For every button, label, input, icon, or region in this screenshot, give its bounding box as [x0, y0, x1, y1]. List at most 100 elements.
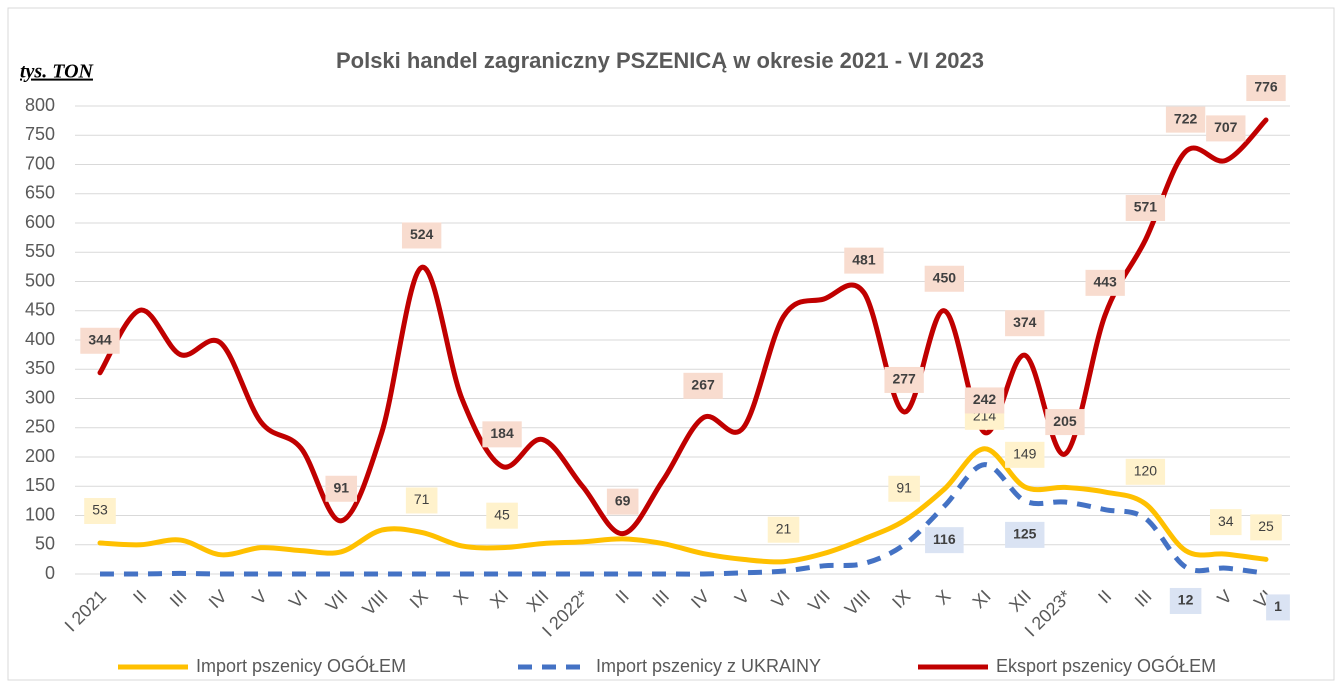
data-label-text: 91: [896, 479, 912, 495]
data-label-box: [925, 527, 964, 554]
data-label-box: [888, 475, 920, 502]
y-tick-label: 800: [25, 95, 55, 115]
data-label-text: 267: [691, 377, 715, 393]
data-label-box: [683, 372, 723, 399]
data-label-text: 1: [1274, 598, 1282, 614]
data-label-box: [1210, 509, 1242, 536]
data-label: 374: [1005, 310, 1045, 337]
data-label-box: [884, 366, 924, 393]
y-tick-label: 200: [25, 446, 55, 466]
data-label: 25: [1250, 514, 1282, 541]
data-label: 722: [1165, 106, 1206, 133]
y-tick-label: 350: [25, 358, 55, 378]
data-label-box: [1125, 194, 1166, 221]
legend-label: Import pszenicy z UKRAINY: [596, 656, 821, 676]
data-label-box: [1085, 269, 1125, 296]
data-label-box: [1125, 458, 1166, 485]
data-label-box: [1005, 521, 1045, 548]
series-line: [99, 462, 1267, 577]
data-label-text: 125: [1013, 526, 1037, 542]
data-label: 443: [1085, 269, 1125, 296]
data-label: 71: [405, 487, 438, 514]
data-label-box: [924, 265, 965, 292]
data-label-box: [1250, 514, 1282, 541]
data-label: 707: [1206, 115, 1246, 142]
data-label-text: 116: [933, 531, 956, 547]
data-label: 184: [482, 421, 522, 448]
data-label-text: 25: [1258, 518, 1274, 534]
data-label: 125: [1005, 521, 1045, 548]
data-label-box: [80, 327, 120, 354]
y-tick-label: 500: [25, 270, 55, 290]
series-line: [97, 446, 1269, 565]
data-label-box: [1005, 310, 1045, 337]
data-label-box: [1266, 594, 1290, 621]
data-label-box: [1246, 75, 1286, 102]
y-tick-label: 250: [25, 417, 55, 437]
data-label: 450: [924, 265, 965, 292]
data-label-text: 707: [1214, 119, 1238, 135]
data-label-text: 34: [1218, 513, 1234, 529]
data-label: 205: [1045, 409, 1085, 436]
data-label: 53: [84, 497, 116, 524]
data-label-text: 21: [776, 520, 792, 536]
y-tick-label: 550: [25, 241, 55, 261]
data-label-text: 374: [1013, 314, 1037, 330]
data-label-box: [482, 421, 522, 448]
data-label-box: [767, 516, 800, 543]
data-label-text: 120: [1134, 463, 1158, 479]
data-label-text: 450: [933, 269, 957, 285]
y-tick-label: 750: [25, 124, 55, 144]
data-label-box: [844, 247, 884, 274]
chart-frame: [7, 7, 1335, 681]
y-tick-label: 400: [25, 329, 55, 349]
y-tick-label: 650: [25, 183, 55, 203]
data-label-text: 776: [1254, 79, 1278, 95]
data-label: 481: [844, 247, 884, 274]
data-label: 34: [1210, 509, 1242, 536]
data-label-text: 277: [892, 371, 916, 387]
y-tick-label: 150: [25, 475, 55, 495]
data-label: 45: [486, 502, 518, 529]
data-label-box: [1169, 587, 1202, 614]
data-label-box: [84, 497, 116, 524]
data-label: 524: [401, 222, 442, 249]
data-label-text: 53: [92, 502, 108, 518]
data-label-box: [486, 502, 518, 529]
y-tick-label: 600: [25, 212, 55, 232]
data-label: 91: [888, 475, 920, 502]
data-label: 1: [1266, 594, 1290, 621]
data-label: 91: [325, 475, 358, 502]
data-label-box: [325, 475, 358, 502]
data-label-box: [405, 487, 438, 514]
data-label-text: 45: [494, 506, 510, 522]
data-label-text: 91: [333, 479, 349, 495]
data-label: 344: [80, 327, 120, 354]
data-label-box: [1206, 115, 1246, 142]
y-tick-label: 450: [25, 300, 55, 320]
y-axis-label: tys. TON: [20, 61, 95, 83]
data-label: 571: [1125, 194, 1166, 221]
data-label: 149: [1005, 441, 1045, 468]
y-tick-label: 700: [25, 153, 55, 173]
data-label: 277: [884, 366, 924, 393]
data-label: 776: [1246, 75, 1286, 102]
data-label: 120: [1125, 458, 1166, 485]
data-label-box: [606, 488, 639, 515]
data-label: 116: [925, 527, 964, 554]
data-label-text: 205: [1053, 413, 1077, 429]
y-tick-label: 0: [45, 563, 55, 583]
data-label-text: 443: [1093, 274, 1117, 290]
data-label-box: [401, 222, 442, 249]
data-label-box: [1165, 106, 1206, 133]
data-label: 267: [683, 372, 723, 399]
chart-title: Polski handel zagraniczny PSZENICĄ w okr…: [336, 48, 984, 73]
data-label-text: 71: [414, 491, 430, 507]
data-label-text: 571: [1134, 199, 1158, 215]
y-tick-label: 300: [25, 387, 55, 407]
legend-label: Eksport pszenicy OGÓŁEM: [996, 655, 1216, 676]
data-label: 242: [964, 387, 1005, 414]
data-label: 12: [1169, 587, 1202, 614]
data-label-text: 344: [88, 331, 112, 347]
